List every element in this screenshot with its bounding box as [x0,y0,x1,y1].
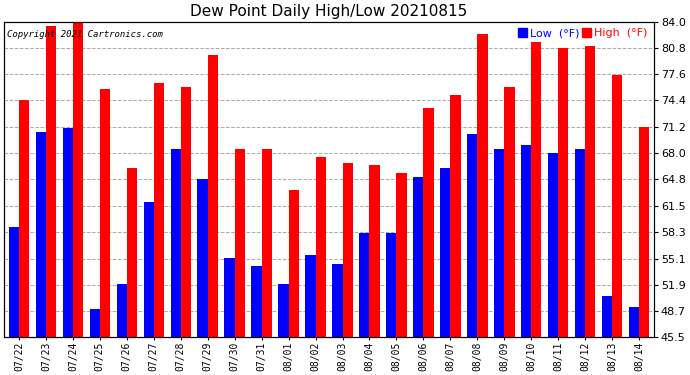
Bar [333,264,342,337]
Bar [127,168,137,337]
Bar [602,296,612,337]
Bar [424,108,433,337]
Bar [477,34,488,337]
Bar [413,177,424,337]
Bar [451,96,461,337]
Bar [531,42,542,337]
Bar [612,75,622,337]
Title: Dew Point Daily High/Low 20210815: Dew Point Daily High/Low 20210815 [190,4,468,19]
Bar [144,202,154,337]
Bar [504,87,515,337]
Bar [170,149,181,337]
Bar [369,165,380,337]
Bar [262,149,272,337]
Bar [181,87,191,337]
Bar [278,284,288,337]
Bar [305,255,315,337]
Bar [19,100,29,337]
Bar [386,233,397,337]
Bar [315,157,326,337]
Bar [224,258,235,337]
Bar [73,20,83,337]
Bar [585,46,595,337]
Bar [251,266,262,337]
Bar [9,226,19,337]
Bar [397,173,406,337]
Bar [558,48,569,337]
Bar [117,284,127,337]
Bar [235,149,245,337]
Bar [494,149,504,337]
Text: Copyright 2021 Cartronics.com: Copyright 2021 Cartronics.com [8,30,164,39]
Bar [342,163,353,337]
Bar [288,190,299,337]
Bar [548,153,558,337]
Bar [154,83,164,337]
Bar [46,26,56,337]
Legend: Low  (°F), High  (°F): Low (°F), High (°F) [517,27,649,40]
Bar [467,134,477,337]
Bar [440,168,451,337]
Bar [639,127,649,337]
Bar [197,179,208,337]
Bar [575,149,585,337]
Bar [100,89,110,337]
Bar [359,233,369,337]
Bar [208,54,218,337]
Bar [36,132,46,337]
Bar [90,309,100,337]
Bar [63,128,73,337]
Bar [521,145,531,337]
Bar [629,307,639,337]
